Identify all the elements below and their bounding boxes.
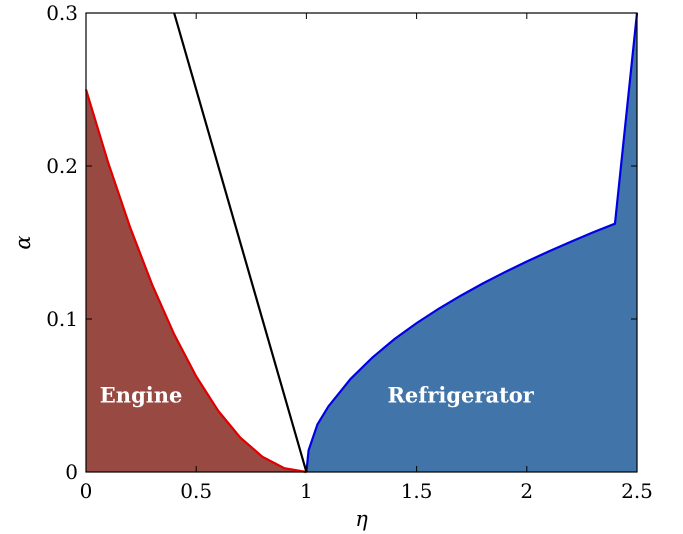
refrigerator-region (306, 13, 637, 472)
region-annotations: Engine Refrigerator (100, 383, 535, 408)
x-tick-label: 2.5 (621, 479, 653, 503)
engine-boundary-curve (84, 89, 307, 474)
tick-labels: 0 0.5 1 1.5 2 2.5 0 0.1 0.2 0.3 (46, 1, 653, 503)
black-boundary-line (173, 12, 308, 473)
y-tick-label: 0 (65, 460, 78, 484)
plot-frame (85, 12, 638, 473)
engine-region (86, 89, 307, 472)
y-axis-label: α (11, 235, 35, 249)
x-tick-label: 1.5 (401, 479, 433, 503)
y-tick-label: 0.3 (46, 1, 78, 25)
x-tick-label: 2 (520, 479, 533, 503)
refrigerator-boundary-curve (305, 12, 639, 473)
y-tick-label: 0.2 (46, 154, 78, 178)
region-label: Refrigerator (387, 383, 534, 408)
filled-regions (86, 13, 637, 472)
boundary-curves (84, 12, 639, 474)
x-tick-label: 0.5 (180, 479, 212, 503)
x-tick-label: 0 (80, 479, 93, 503)
region-label: Engine (100, 383, 183, 408)
axis-ticks (85, 12, 638, 473)
x-axis-label: η (355, 507, 368, 531)
x-tick-label: 1 (300, 479, 313, 503)
y-tick-label: 0.1 (46, 307, 78, 331)
